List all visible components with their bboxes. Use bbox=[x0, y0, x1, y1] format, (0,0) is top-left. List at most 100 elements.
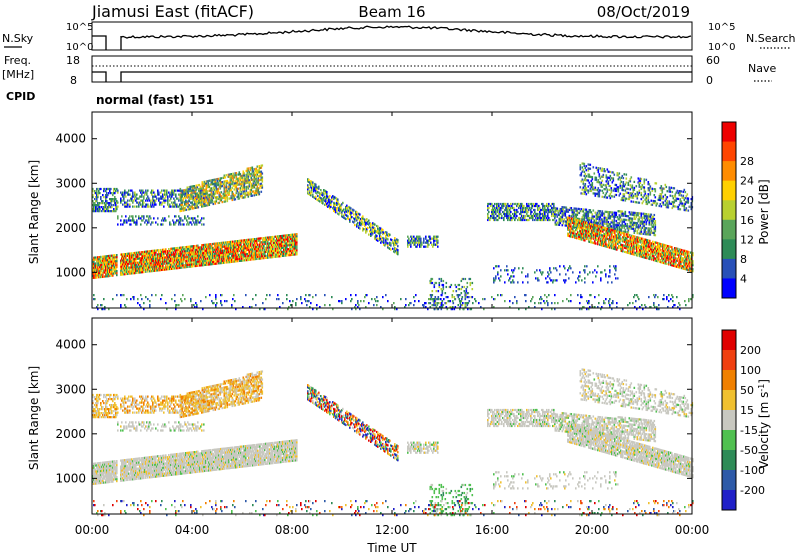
power-cell bbox=[236, 189, 239, 192]
power-cell bbox=[561, 216, 564, 219]
power-cell bbox=[155, 255, 157, 258]
power-cell bbox=[162, 223, 164, 226]
power-cell bbox=[225, 184, 228, 187]
power-cell bbox=[239, 173, 242, 176]
power-cell bbox=[182, 207, 185, 210]
power-cell bbox=[340, 208, 342, 211]
power-cell bbox=[255, 191, 258, 194]
power-cell bbox=[207, 180, 210, 183]
power-cell bbox=[548, 216, 550, 220]
power-cell bbox=[588, 217, 591, 220]
power-cell bbox=[194, 189, 196, 192]
power-cell bbox=[109, 272, 111, 275]
power-cell bbox=[349, 208, 351, 211]
power-cell bbox=[140, 267, 142, 270]
power-cell bbox=[213, 242, 215, 245]
power-cell bbox=[220, 177, 223, 180]
power-cell bbox=[419, 237, 421, 240]
power-cell bbox=[179, 254, 181, 257]
power-cell bbox=[142, 203, 144, 206]
power-cell bbox=[643, 222, 646, 226]
power-cell bbox=[181, 191, 184, 194]
power-cell bbox=[255, 183, 258, 186]
power-cell bbox=[143, 215, 145, 218]
power-cell bbox=[409, 241, 411, 244]
power-cell bbox=[192, 217, 194, 220]
power-cell bbox=[179, 190, 182, 193]
power-cell bbox=[111, 206, 113, 209]
power-cell bbox=[100, 267, 102, 271]
power-cell bbox=[623, 212, 626, 215]
power-cell bbox=[184, 248, 186, 251]
power-cell bbox=[123, 263, 125, 266]
power-cell bbox=[571, 211, 574, 214]
power-cell bbox=[139, 271, 141, 274]
power-cell bbox=[156, 269, 158, 272]
power-cell bbox=[598, 212, 601, 215]
power-cell bbox=[196, 250, 198, 253]
power-cell bbox=[575, 234, 577, 237]
power-cell bbox=[212, 254, 214, 258]
power-cell bbox=[522, 214, 524, 218]
power-cell bbox=[133, 254, 135, 257]
power-cell bbox=[494, 218, 496, 222]
power-cell bbox=[190, 221, 192, 224]
power-cell bbox=[292, 239, 294, 242]
power-cell bbox=[465, 294, 468, 297]
power-cell bbox=[526, 218, 528, 222]
power-cell bbox=[608, 223, 611, 226]
power-cell bbox=[568, 224, 570, 227]
power-cell bbox=[286, 236, 288, 239]
power-cell bbox=[267, 250, 269, 253]
power-cell bbox=[95, 270, 97, 273]
power-cell bbox=[99, 256, 101, 259]
power-cell bbox=[509, 218, 511, 222]
power-cell bbox=[351, 216, 353, 219]
power-cell bbox=[145, 254, 147, 257]
power-cell bbox=[646, 219, 649, 222]
power-cell bbox=[102, 273, 104, 276]
power-cell bbox=[237, 193, 240, 196]
power-cell bbox=[93, 208, 95, 211]
power-cell bbox=[132, 262, 134, 265]
power-cell bbox=[106, 257, 108, 260]
power-cell bbox=[570, 233, 572, 236]
power-cell bbox=[639, 230, 642, 233]
power-cell bbox=[208, 245, 210, 248]
power-cell bbox=[272, 243, 274, 247]
power-cell bbox=[227, 245, 229, 248]
power-cell bbox=[188, 247, 190, 250]
power-cell bbox=[93, 262, 95, 265]
power-cell bbox=[97, 187, 99, 191]
power-cell bbox=[181, 250, 183, 253]
power-cell bbox=[153, 199, 155, 202]
power-cell bbox=[108, 269, 110, 272]
power-cell bbox=[129, 193, 131, 196]
power-cell bbox=[234, 186, 237, 189]
power-cell bbox=[120, 253, 122, 256]
power-cell bbox=[94, 258, 96, 261]
power-cell bbox=[279, 255, 281, 258]
power-cell bbox=[416, 237, 418, 240]
power-cell bbox=[558, 221, 561, 224]
power-cell bbox=[248, 252, 250, 255]
power-cell bbox=[635, 222, 638, 225]
power-cell bbox=[380, 235, 382, 238]
power-cell bbox=[140, 259, 142, 262]
power-cell bbox=[101, 206, 103, 209]
power-cell bbox=[146, 258, 148, 261]
power-cell bbox=[154, 249, 156, 252]
power-cell bbox=[609, 227, 612, 230]
power-cell bbox=[211, 179, 214, 182]
power-cell bbox=[325, 192, 327, 195]
power-cell bbox=[509, 212, 511, 216]
power-cell bbox=[202, 185, 205, 188]
power-cell bbox=[247, 246, 249, 249]
power-cell bbox=[193, 255, 195, 258]
power-cell bbox=[622, 220, 625, 223]
power-cell bbox=[218, 250, 220, 253]
power-cell bbox=[179, 248, 181, 251]
power-cell bbox=[94, 272, 96, 275]
power-cell bbox=[375, 236, 377, 239]
power-cell bbox=[189, 247, 191, 250]
